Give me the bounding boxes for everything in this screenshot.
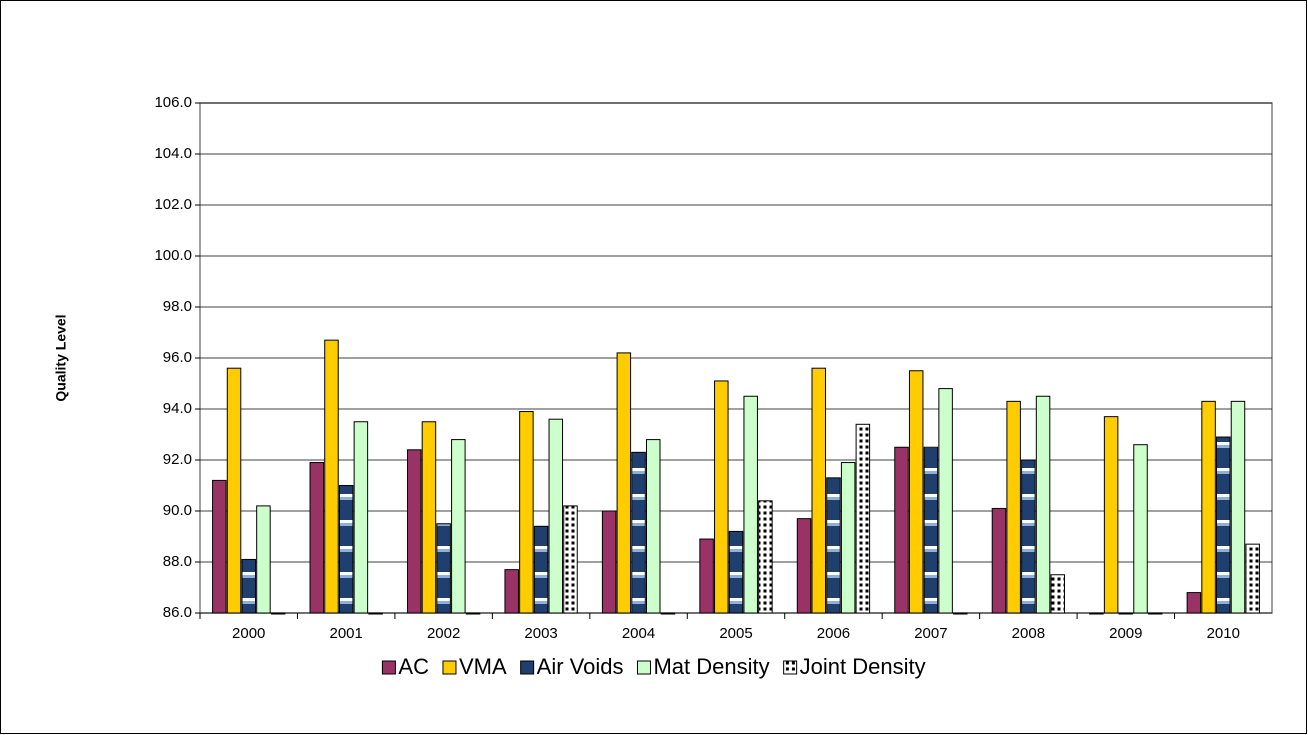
bar	[938, 388, 953, 614]
y-tick-label: 104.0	[154, 145, 192, 162]
bar	[324, 339, 339, 614]
bar	[660, 612, 676, 615]
bar	[631, 451, 646, 614]
bar	[923, 446, 939, 614]
y-tick-label: 86.0	[163, 604, 192, 621]
bar	[436, 523, 451, 614]
legend-label: Mat Density	[653, 654, 769, 679]
y-axis-title: Quality Level	[53, 314, 69, 401]
bar	[533, 525, 549, 614]
bar	[504, 569, 519, 614]
bar	[796, 518, 812, 614]
bar	[601, 510, 617, 614]
bar	[908, 370, 924, 614]
y-tick-label: 106.0	[154, 94, 192, 111]
y-tick-label: 94.0	[163, 400, 192, 417]
bar	[826, 477, 841, 614]
bar	[563, 505, 578, 614]
bar	[1021, 459, 1036, 614]
y-tick-label: 88.0	[163, 553, 192, 570]
legend-swatch	[636, 660, 651, 675]
legend-swatch	[381, 660, 396, 675]
y-tick-label: 100.0	[154, 247, 192, 264]
bar	[1089, 612, 1104, 615]
y-tick-label: 96.0	[163, 349, 192, 366]
legend: AC VMA Air Voids Mat Density Joint Density	[381, 654, 926, 679]
x-tick-label: 2000	[232, 625, 265, 642]
bar	[840, 462, 856, 614]
bar	[1147, 612, 1163, 615]
x-tick-label: 2010	[1207, 625, 1240, 642]
legend-label: VMA	[459, 654, 507, 679]
bar	[1216, 436, 1231, 614]
bar	[256, 505, 271, 614]
y-tick-label: 90.0	[163, 502, 192, 519]
bar	[338, 485, 354, 614]
bar	[728, 530, 744, 614]
x-tick-label: 2007	[914, 625, 947, 642]
x-tick-label: 2005	[719, 625, 752, 642]
bar	[212, 479, 227, 614]
bar	[699, 538, 714, 614]
bar	[309, 462, 325, 614]
x-tick-label: 2004	[622, 625, 655, 642]
bar	[1201, 400, 1216, 614]
y-tick-label: 92.0	[163, 451, 192, 468]
x-tick-label: 2008	[1012, 625, 1045, 642]
x-tick-label: 2009	[1109, 625, 1142, 642]
bar	[855, 423, 871, 614]
bar	[1050, 574, 1066, 614]
legend-label: Air Voids	[537, 654, 624, 679]
bar	[353, 421, 369, 614]
x-tick-label: 2002	[427, 625, 460, 642]
bar	[1245, 543, 1260, 614]
bar	[465, 612, 481, 615]
bar	[519, 411, 534, 614]
bar	[953, 612, 968, 615]
bar	[1186, 592, 1202, 614]
legend-swatch	[520, 660, 535, 675]
legend-swatch	[442, 660, 457, 675]
bar	[270, 612, 286, 615]
bar	[1133, 444, 1148, 614]
bar	[616, 352, 632, 614]
bar	[758, 500, 773, 614]
y-tick-label: 102.0	[154, 196, 192, 213]
bar	[451, 439, 466, 614]
bar	[548, 418, 564, 614]
bar	[991, 507, 1007, 614]
x-tick-label: 2003	[524, 625, 557, 642]
bar	[226, 367, 242, 614]
bar	[241, 558, 256, 614]
bar	[1035, 395, 1051, 614]
x-tick-label: 2006	[817, 625, 850, 642]
legend-swatch	[783, 660, 798, 675]
bar	[645, 439, 661, 614]
bar	[1230, 400, 1246, 614]
bar	[1006, 400, 1021, 614]
bar	[714, 380, 729, 614]
bar	[1118, 612, 1134, 615]
bar	[1103, 416, 1119, 614]
y-tick-label: 98.0	[163, 298, 192, 315]
legend-label: AC	[398, 654, 429, 679]
legend-label: Joint Density	[800, 654, 926, 679]
bar	[368, 612, 383, 615]
bar	[421, 421, 437, 614]
bar	[894, 446, 909, 614]
bar	[811, 367, 827, 614]
x-tick-label: 2001	[329, 625, 362, 642]
bar	[743, 395, 758, 614]
bar	[406, 449, 422, 614]
